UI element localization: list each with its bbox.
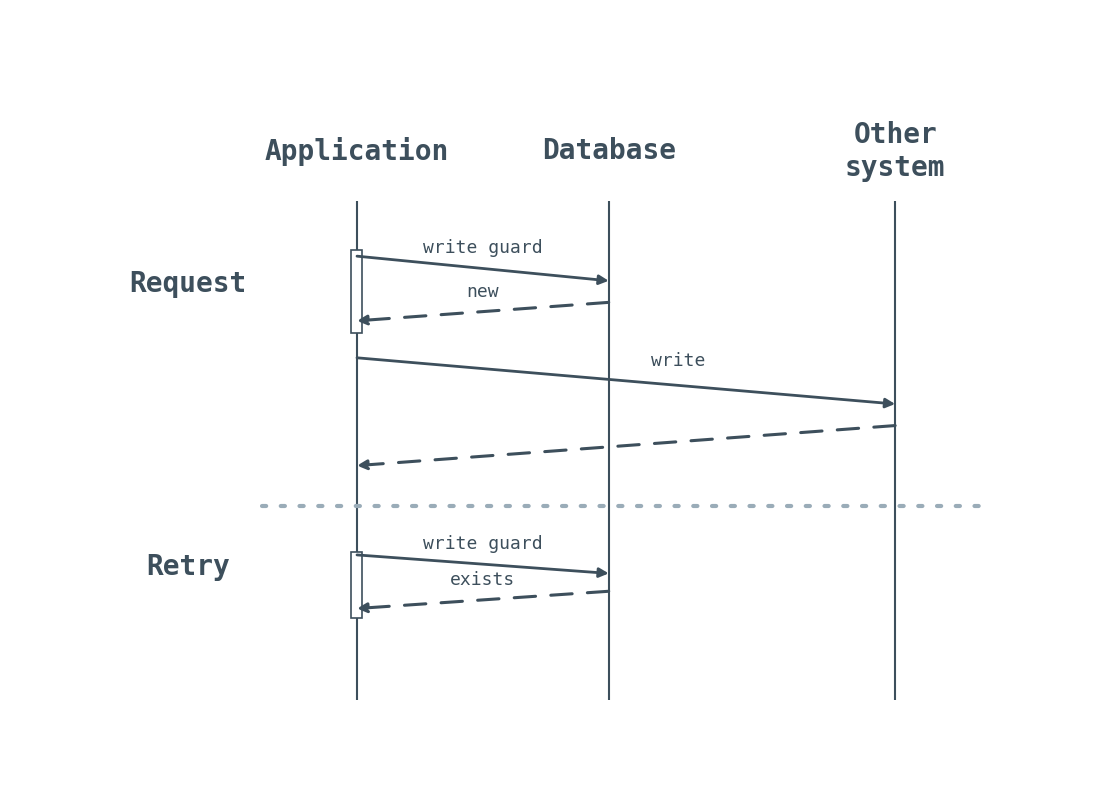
Bar xyxy=(351,552,362,618)
Text: write guard: write guard xyxy=(423,239,543,258)
Bar xyxy=(351,250,362,333)
Text: write: write xyxy=(651,352,706,370)
Text: write guard: write guard xyxy=(423,535,543,553)
Text: Retry: Retry xyxy=(146,554,230,582)
Text: Application: Application xyxy=(264,137,449,166)
Text: Request: Request xyxy=(129,270,246,298)
Text: new: new xyxy=(467,282,500,301)
Text: Other
system: Other system xyxy=(844,122,945,182)
Text: exists: exists xyxy=(450,571,515,589)
Text: Database: Database xyxy=(542,138,675,166)
